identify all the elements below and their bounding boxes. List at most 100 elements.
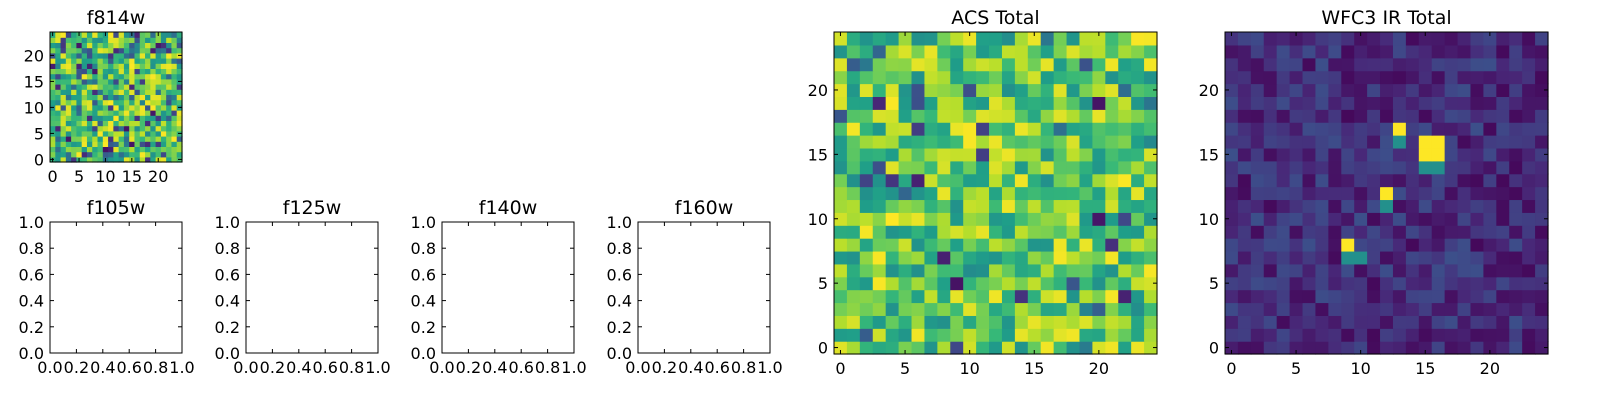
- heatmap-cell: [171, 146, 178, 153]
- heatmap-cell: [1522, 122, 1536, 136]
- heatmap-cell: [76, 110, 83, 116]
- heatmap-cell: [1225, 199, 1239, 213]
- heatmap-cell: [950, 250, 964, 265]
- heatmap-cell: [1380, 135, 1394, 149]
- heatmap-cell: [1144, 199, 1158, 213]
- heatmap-cell: [898, 122, 913, 136]
- heatmap-cell: [1535, 250, 1549, 265]
- heatmap-cell: [937, 135, 951, 149]
- heatmap-cell: [1354, 212, 1368, 226]
- heatmap-cell: [1354, 238, 1368, 252]
- heatmap-cell: [1380, 341, 1394, 355]
- heatmap-cell: [145, 110, 151, 116]
- heatmap-cell: [1535, 96, 1549, 110]
- heatmap-cell: [1509, 315, 1523, 329]
- heatmap-cell: [1354, 250, 1368, 265]
- heatmap-cell: [898, 276, 913, 291]
- heatmap-cell: [102, 99, 109, 106]
- heatmap-cell: [71, 110, 77, 116]
- heatmap-cell: [1040, 160, 1055, 175]
- heatmap-cell: [1144, 276, 1158, 291]
- heatmap-cell: [1444, 44, 1459, 59]
- heatmap-cell: [1354, 44, 1368, 59]
- heatmap-cell: [1509, 32, 1523, 46]
- heatmap-cell: [1001, 57, 1016, 72]
- heatmap-cell: [55, 89, 62, 95]
- heatmap-cell: [1483, 122, 1497, 136]
- heatmap-cell: [76, 58, 83, 64]
- heatmap-cell: [1014, 135, 1029, 149]
- heatmap-cell: [1105, 263, 1119, 278]
- heatmap-cell: [1131, 83, 1145, 97]
- heatmap-cell: [145, 63, 151, 69]
- heatmap-cell: [924, 44, 938, 59]
- heatmap-cell: [55, 141, 62, 147]
- heatmap-cell: [1289, 289, 1304, 304]
- heatmap-cell: [1509, 160, 1523, 175]
- heatmap-cell: [108, 58, 114, 64]
- heatmap-cell: [139, 115, 146, 121]
- heatmap-cell: [1431, 315, 1446, 329]
- heatmap-cell: [1535, 263, 1549, 278]
- heatmap-cell: [1105, 109, 1119, 123]
- heatmap-cell: [102, 120, 109, 127]
- heatmap-cell: [1405, 109, 1420, 123]
- heatmap-cell: [898, 328, 913, 342]
- heatmap-cell: [86, 84, 93, 90]
- heatmap-cell: [1367, 109, 1381, 123]
- heatmap-cell: [898, 147, 913, 162]
- heatmap-cell: [859, 109, 874, 123]
- heatmap-cell: [1380, 122, 1394, 136]
- heatmap-cell: [924, 147, 938, 162]
- heatmap-cell: [1341, 263, 1355, 278]
- heatmap-cell: [145, 73, 151, 80]
- heatmap-cell: [885, 83, 900, 97]
- heatmap-cell: [86, 68, 93, 75]
- heatmap-cell: [1418, 135, 1433, 149]
- heatmap-cell: [911, 212, 926, 226]
- heatmap-cell: [1328, 302, 1342, 316]
- heatmap-cell: [118, 78, 125, 85]
- heatmap-cell: [950, 147, 964, 162]
- heatmap-cell: [1509, 225, 1523, 239]
- heatmap-cell: [1237, 212, 1252, 226]
- heatmap-cell: [81, 42, 88, 49]
- heatmap-cell: [55, 32, 62, 38]
- heatmap-cell: [1118, 109, 1132, 123]
- heatmap-cell: [60, 156, 67, 163]
- heatmap-cell: [155, 120, 162, 127]
- heatmap-cell: [1276, 289, 1291, 304]
- heatmap-cell: [859, 302, 874, 316]
- y-tick-label: 0.2: [215, 318, 240, 337]
- panel-title: f125w: [283, 197, 342, 219]
- heatmap-cell: [1250, 328, 1265, 342]
- heatmap-cell: [160, 89, 167, 95]
- heatmap-cell: [1535, 122, 1549, 136]
- heatmap-cell: [145, 99, 151, 106]
- heatmap-cell: [989, 276, 1003, 291]
- heatmap-cell: [1014, 83, 1029, 97]
- heatmap-cell: [1276, 122, 1291, 136]
- heatmap-cell: [950, 212, 964, 226]
- heatmap-cell: [1027, 83, 1042, 97]
- heatmap-cell: [989, 250, 1003, 265]
- heatmap-cell: [1276, 328, 1291, 342]
- heatmap-cell: [989, 238, 1003, 252]
- heatmap-cell: [1066, 57, 1081, 72]
- heatmap-cell: [1470, 315, 1484, 329]
- heatmap-cell: [86, 130, 93, 137]
- heatmap-cell: [150, 120, 157, 127]
- y-tick-label: 0.4: [411, 292, 436, 311]
- heatmap-cell: [1237, 160, 1252, 175]
- heatmap-cell: [976, 96, 990, 110]
- heatmap-cell: [1263, 186, 1278, 201]
- heatmap-cell: [989, 122, 1003, 136]
- heatmap-cell: [50, 115, 56, 121]
- heatmap-cell: [1341, 212, 1355, 226]
- heatmap-cell: [1001, 250, 1016, 265]
- heatmap-cell: [937, 341, 951, 355]
- heatmap-cell: [176, 68, 183, 75]
- heatmap-cell: [911, 160, 926, 175]
- heatmap-cell: [1431, 276, 1446, 291]
- heatmap-cell: [1380, 289, 1394, 304]
